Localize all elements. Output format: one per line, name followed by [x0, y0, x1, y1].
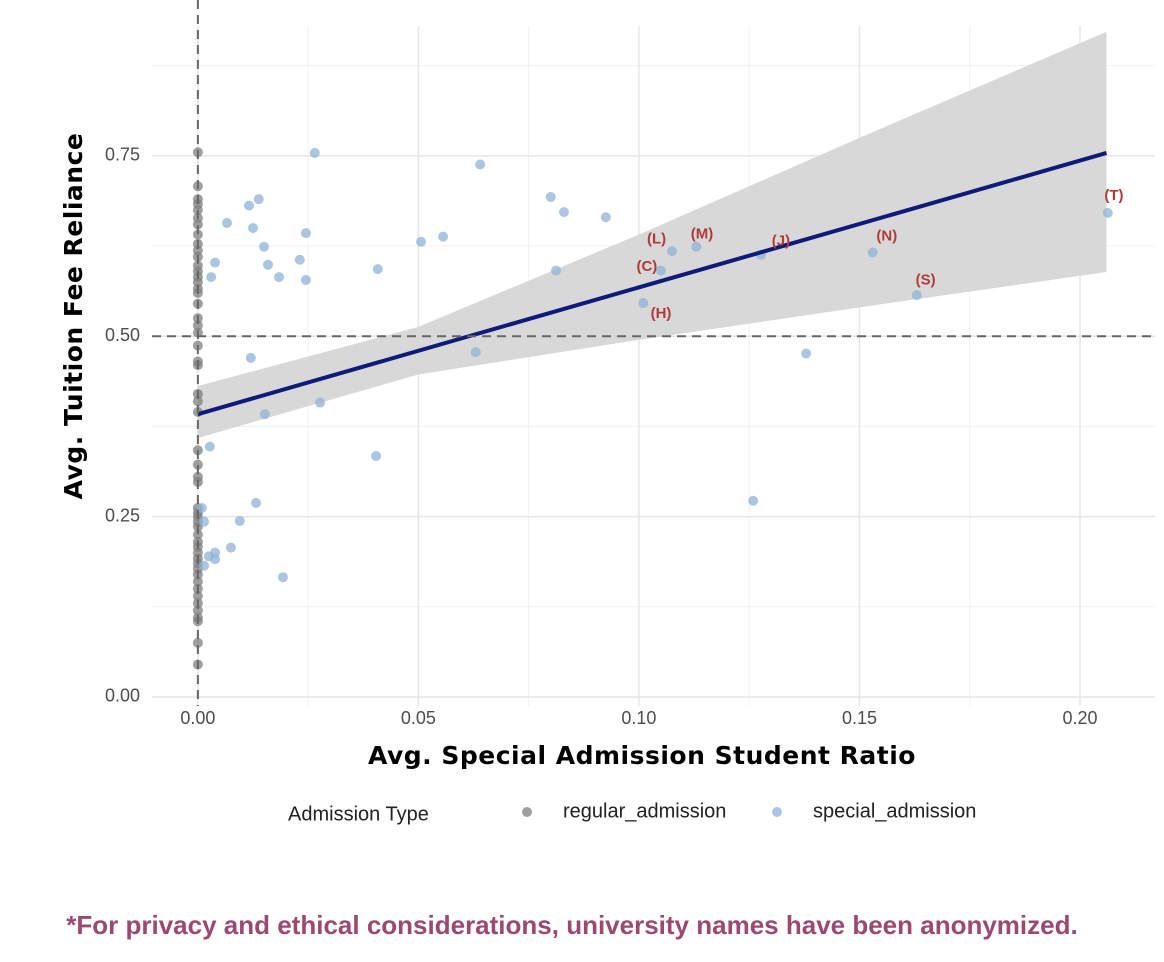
point [245, 352, 256, 363]
point [638, 298, 649, 309]
annotation: (T) [1104, 187, 1123, 204]
point [277, 572, 288, 583]
legend-marker [522, 807, 532, 817]
legend-title: Admission Type [288, 803, 429, 825]
legend-marker [772, 807, 782, 817]
annotation: (M) [691, 225, 714, 242]
point [192, 459, 203, 470]
point [248, 223, 259, 234]
fit-line [197, 151, 1108, 417]
point [253, 194, 264, 205]
point [199, 560, 210, 571]
point [192, 576, 203, 587]
point [192, 396, 203, 407]
point [259, 241, 270, 252]
point [300, 228, 311, 239]
point [192, 529, 203, 540]
x-tick-label: 0.10 [621, 708, 656, 728]
y-tick-label: 0.00 [105, 686, 140, 706]
point [221, 217, 232, 228]
point [315, 397, 326, 408]
point [300, 274, 311, 285]
annotation: (L) [647, 231, 666, 248]
point [206, 272, 217, 283]
y-tick-label: 0.25 [105, 505, 140, 525]
point [655, 265, 666, 276]
point [801, 348, 812, 359]
x-tick-label: 0.00 [180, 708, 215, 728]
point [545, 191, 556, 202]
point [251, 497, 262, 508]
point [192, 320, 203, 331]
annotation: (S) [916, 272, 936, 289]
x-tick-label: 0.15 [842, 708, 877, 728]
point [309, 147, 320, 158]
x-tick-label: 0.05 [401, 708, 436, 728]
x-tick-label: 0.20 [1062, 708, 1097, 728]
point [225, 542, 236, 553]
footnote: *For privacy and ethical considerations,… [66, 910, 1077, 940]
point [259, 409, 270, 420]
point [416, 236, 427, 247]
point [263, 259, 274, 270]
point [294, 254, 305, 265]
y-tick-label: 0.75 [105, 145, 140, 165]
point [470, 347, 481, 358]
y-axis-title: Avg. Tuition Fee Reliance [59, 133, 88, 500]
annotation: (C) [636, 258, 657, 275]
annotation: (H) [651, 305, 672, 322]
point [234, 515, 245, 526]
point [192, 637, 203, 648]
point [196, 502, 207, 513]
point [438, 231, 449, 242]
legend-label: regular_admission [563, 800, 726, 822]
point [192, 204, 203, 215]
y-tick-label: 0.50 [105, 325, 140, 345]
point [600, 212, 611, 223]
point [192, 229, 203, 240]
point [192, 605, 203, 616]
point [204, 441, 215, 452]
point [558, 207, 569, 218]
annotation: (J) [772, 233, 790, 250]
point [1102, 207, 1113, 218]
point [371, 451, 382, 462]
point [667, 246, 678, 257]
legend-label: special_admission [813, 800, 976, 822]
point [691, 241, 702, 252]
point [192, 590, 203, 601]
point [748, 495, 759, 506]
point [372, 264, 383, 275]
x-axis-title: Avg. Special Admission Student Ratio [368, 741, 916, 770]
point [203, 551, 214, 562]
plot [152, 26, 1155, 706]
point [244, 200, 255, 211]
point [551, 265, 562, 276]
point [274, 272, 285, 283]
point [199, 516, 210, 527]
point [911, 290, 922, 301]
point [867, 247, 878, 258]
point [475, 159, 486, 170]
point [192, 219, 203, 230]
annotation: (N) [876, 228, 897, 245]
point [210, 257, 221, 268]
